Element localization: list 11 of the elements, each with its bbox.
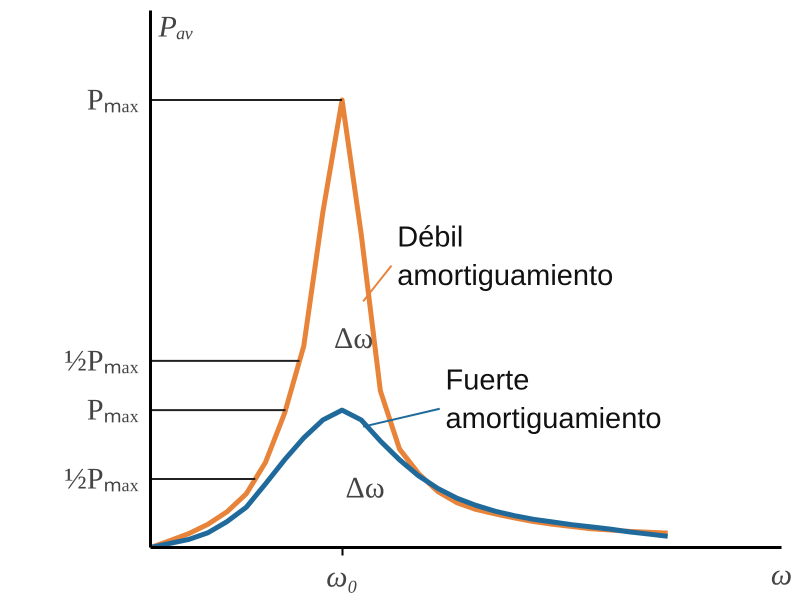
ref-line-label: ½Pₘₐₓ (64, 462, 139, 496)
text: ω₀ (326, 560, 358, 594)
ref-line-label: ½Pₘₐₓ (64, 344, 139, 378)
ref-line-label: Pₘₐₓ (86, 84, 139, 116)
x-axis-title: ω (770, 558, 791, 592)
annotation: Δω (334, 322, 374, 356)
y-axis-title: Pₐᵥ (158, 10, 194, 44)
ref-line-label: Pₘₐₓ (86, 394, 139, 427)
series-label: Débil amortiguamiento (397, 221, 614, 292)
legend-label: Fuerte amortiguamiento (446, 364, 662, 436)
annotation: Δω (346, 471, 385, 504)
